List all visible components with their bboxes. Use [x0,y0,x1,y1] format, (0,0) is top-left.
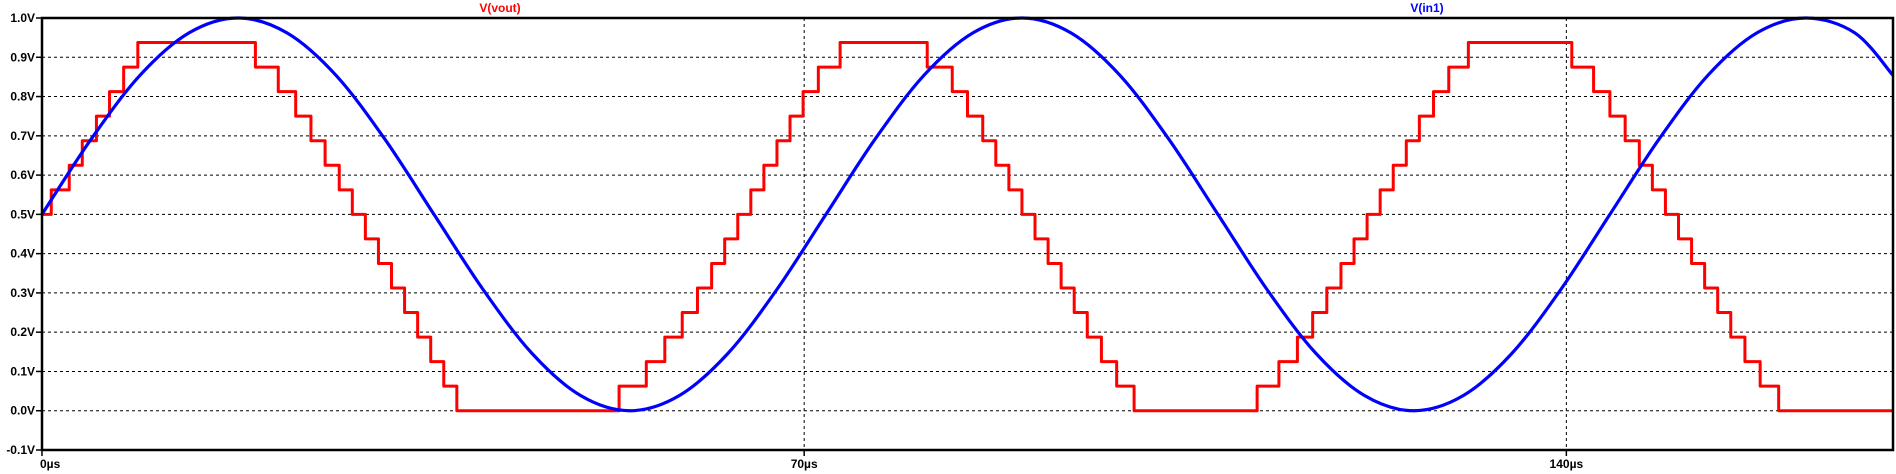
y-tick-label: 1.0V [10,11,35,25]
y-tick-label: 0.7V [10,129,35,143]
y-tick-label: 0.6V [10,168,35,182]
y-tick-label: 0.2V [10,325,35,339]
series-traces [40,16,1895,413]
legend-entry-vout[interactable]: V(vout) [479,1,520,15]
x-tick-label: 70µs [791,457,818,471]
x-tick-label: 0µs [40,457,61,471]
plot-frame [40,16,1895,452]
y-tick-label: 0.4V [10,247,35,261]
y-tick-label: 0.5V [10,207,35,221]
series-line-vout[interactable] [42,41,1893,413]
y-tick-label: 0.1V [10,364,35,378]
y-tick-label: -0.1V [6,443,35,457]
x-tick-label: 140µs [1550,457,1584,471]
y-tick-label: 0.3V [10,286,35,300]
y-tick-label: 0.9V [10,50,35,64]
legend-entry-vin1[interactable]: V(in1) [1410,1,1443,15]
grid-lines [42,17,1893,451]
y-tick-label: 0.0V [10,404,35,418]
y-tick-label: 0.8V [10,90,35,104]
legend: V(vout) V(in1) [479,1,1443,15]
series-line-vin1[interactable] [40,16,1895,413]
axis-ticks: -0.1V 0.0V 0.1V 0.2V 0.3V 0.4V 0.5V 0.6V 0.7V 0.8… [6,11,1583,471]
